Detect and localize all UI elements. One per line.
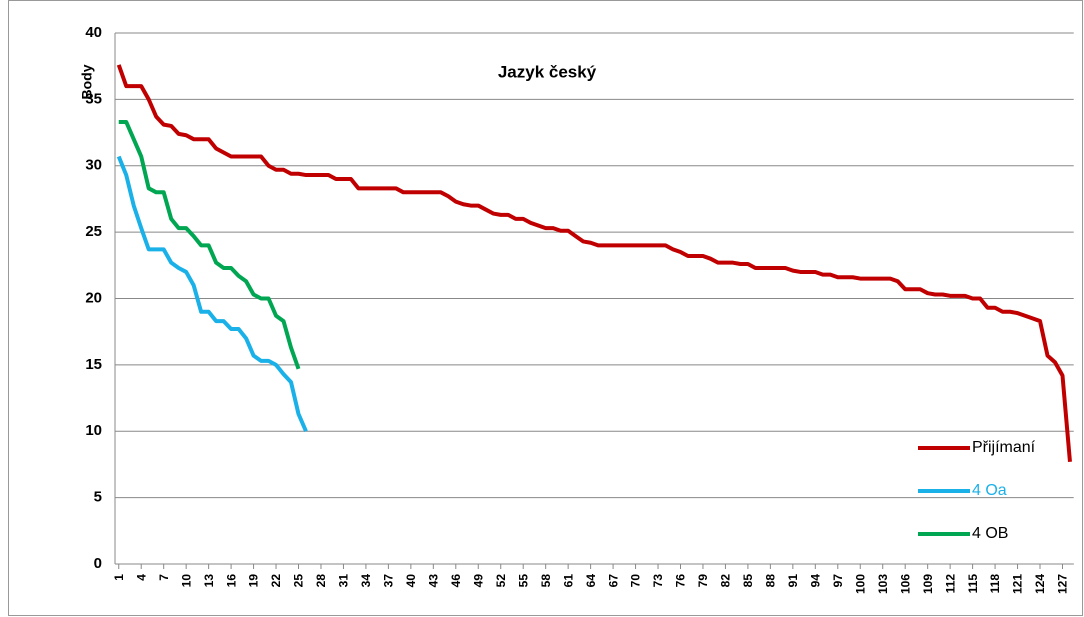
x-tick-label: 31 [337, 574, 351, 588]
x-tick-label: 49 [471, 574, 485, 588]
x-tick-label: 118 [988, 574, 1002, 594]
x-tick-label: 106 [898, 574, 912, 594]
y-tick-label: 15 [85, 356, 102, 373]
legend-label: Přijímaní [972, 439, 1036, 456]
chart-border [8, 0, 1083, 616]
x-tick-label: 43 [426, 574, 440, 588]
x-tick-label: 55 [516, 574, 530, 588]
x-tick-label: 103 [876, 574, 890, 594]
x-tick-label: 37 [382, 574, 396, 588]
y-tick-label: 40 [85, 24, 102, 41]
x-tick-label: 121 [1011, 574, 1025, 594]
x-tick-label: 88 [764, 574, 778, 588]
x-tick-label: 4 [134, 574, 148, 581]
x-tick-label: 1 [112, 574, 126, 581]
x-tick-label: 124 [1033, 574, 1047, 594]
x-tick-label: 22 [269, 574, 283, 588]
x-tick-label: 115 [966, 574, 980, 594]
x-tick-label: 91 [786, 574, 800, 588]
x-tick-label: 16 [224, 574, 238, 588]
x-tick-label: 40 [404, 574, 418, 588]
x-tick-label: 76 [674, 574, 688, 588]
series-line [118, 119, 301, 370]
x-tick-label: 70 [629, 574, 643, 588]
y-tick-label: 25 [85, 223, 102, 240]
y-tick-label: 35 [85, 90, 102, 107]
x-tick-label: 100 [853, 574, 867, 594]
x-tick-label: 13 [202, 574, 216, 588]
x-tick-label: 58 [539, 574, 553, 588]
x-tick-label: 112 [943, 574, 957, 594]
x-tick-label: 127 [1056, 574, 1070, 594]
y-tick-label: 30 [85, 157, 102, 174]
x-tick-label: 10 [179, 574, 193, 588]
x-tick-label: 79 [696, 574, 710, 588]
series-line [116, 64, 1072, 462]
x-tick-label: 97 [831, 574, 845, 588]
x-tick-label: 73 [651, 574, 665, 588]
y-tick-label: 0 [94, 555, 102, 572]
x-tick-label: 61 [561, 574, 575, 588]
x-tick-label: 25 [292, 574, 306, 588]
legend-label: 4 Oa [972, 482, 1007, 499]
y-tick-label: 5 [94, 489, 102, 506]
x-tick-label: 85 [741, 574, 755, 588]
x-tick-label: 34 [359, 574, 373, 588]
x-tick-label: 109 [921, 574, 935, 594]
x-tick-label: 28 [314, 574, 328, 588]
x-tick-label: 19 [247, 574, 261, 588]
x-tick-label: 82 [719, 574, 733, 588]
legend-label: 4 OB [972, 525, 1008, 542]
y-tick-label: 10 [85, 422, 102, 439]
y-tick-label: 20 [85, 289, 102, 306]
x-tick-label: 94 [808, 574, 822, 588]
x-tick-label: 67 [606, 574, 620, 588]
series-line [116, 155, 308, 433]
x-tick-label: 7 [157, 574, 171, 581]
y-axis-label: Body [79, 64, 95, 99]
x-tick-label: 64 [584, 574, 598, 588]
x-tick-label: 52 [494, 574, 508, 588]
chart-title: Jazyk český [498, 62, 597, 81]
x-tick-label: 46 [449, 574, 463, 588]
